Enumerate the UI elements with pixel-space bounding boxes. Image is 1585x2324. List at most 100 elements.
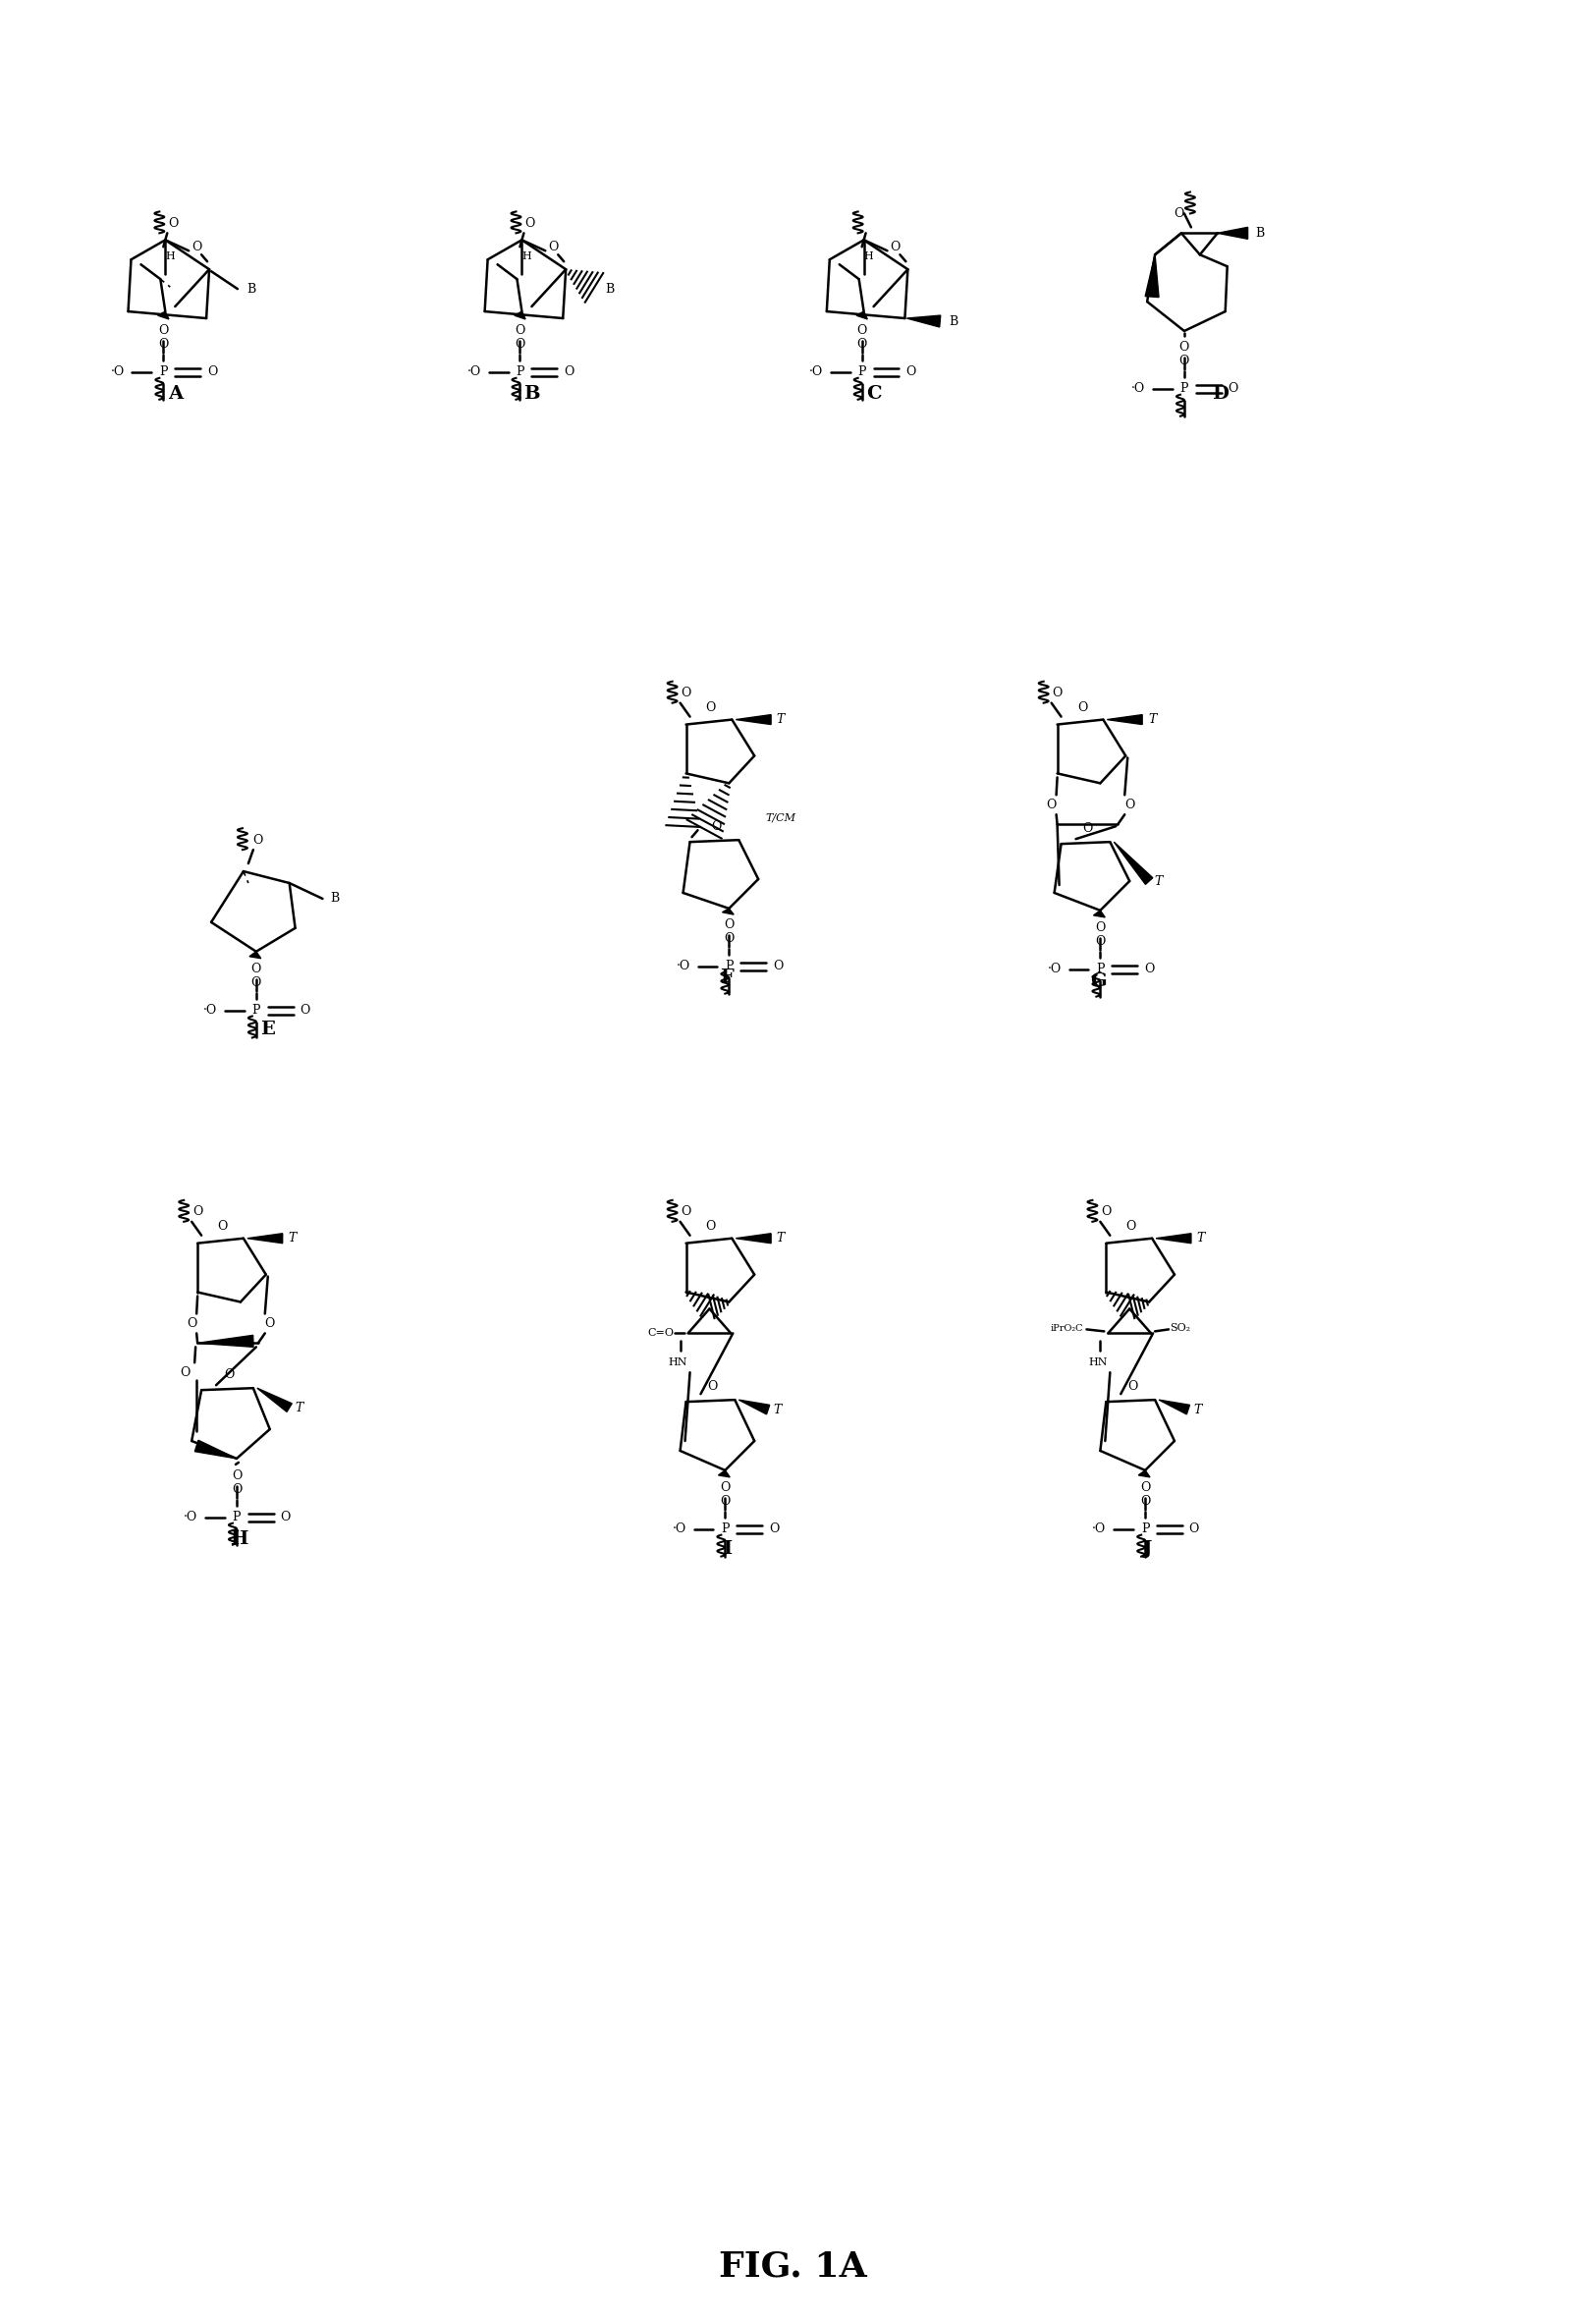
Polygon shape <box>257 1387 292 1413</box>
Polygon shape <box>157 311 168 318</box>
Text: ·O: ·O <box>808 365 823 379</box>
Text: ·O: ·O <box>1130 383 1144 395</box>
Text: O: O <box>769 1522 778 1536</box>
Polygon shape <box>1138 1471 1149 1478</box>
Polygon shape <box>514 311 525 318</box>
Text: B: B <box>1254 228 1263 239</box>
Text: O: O <box>723 918 734 932</box>
Text: O: O <box>254 834 263 846</box>
Text: O: O <box>720 1483 729 1494</box>
Polygon shape <box>739 1399 769 1415</box>
Polygon shape <box>1092 911 1105 918</box>
Text: ·O: ·O <box>1092 1522 1106 1536</box>
Text: O: O <box>1178 342 1189 353</box>
Text: O: O <box>889 239 900 253</box>
Text: O: O <box>1173 207 1182 221</box>
Text: O: O <box>680 688 691 700</box>
Text: ·O: ·O <box>1046 962 1060 976</box>
Text: O: O <box>1189 1522 1198 1536</box>
Text: ·O: ·O <box>672 1522 686 1536</box>
Text: H: H <box>165 251 174 263</box>
Text: O: O <box>223 1369 235 1380</box>
Text: B: B <box>523 386 539 402</box>
Polygon shape <box>856 311 867 318</box>
Text: P: P <box>233 1511 241 1525</box>
Text: O: O <box>905 365 915 379</box>
Text: I: I <box>723 1541 731 1557</box>
Text: T/CM: T/CM <box>766 813 796 823</box>
Polygon shape <box>1106 716 1141 725</box>
Text: H: H <box>230 1529 247 1548</box>
Text: T: T <box>288 1232 296 1246</box>
Text: F: F <box>720 969 734 985</box>
Text: O: O <box>1127 1380 1136 1392</box>
Text: B: B <box>247 284 255 295</box>
Text: O: O <box>1051 688 1062 700</box>
Text: O: O <box>1143 962 1154 976</box>
Text: T: T <box>295 1401 303 1413</box>
Text: P: P <box>1140 1522 1149 1536</box>
Text: O: O <box>1178 356 1189 367</box>
Text: O: O <box>158 339 168 351</box>
Polygon shape <box>735 1234 770 1243</box>
Polygon shape <box>1217 228 1247 239</box>
Text: O: O <box>1095 934 1105 948</box>
Text: ·O: ·O <box>111 365 124 379</box>
Text: P: P <box>1179 383 1187 395</box>
Text: T: T <box>1148 713 1155 725</box>
Polygon shape <box>1159 1399 1189 1415</box>
Polygon shape <box>1155 1234 1190 1243</box>
Text: P: P <box>721 1522 729 1536</box>
Text: O: O <box>300 1004 311 1016</box>
Text: O: O <box>856 325 867 337</box>
Text: O: O <box>525 216 534 230</box>
Text: HN: HN <box>669 1357 688 1367</box>
Text: P: P <box>1095 962 1103 976</box>
Text: O: O <box>680 1206 691 1218</box>
Text: O: O <box>1140 1494 1149 1508</box>
Text: O: O <box>192 239 201 253</box>
Text: D: D <box>1211 386 1228 402</box>
Text: P: P <box>158 365 168 379</box>
Text: P: P <box>857 365 865 379</box>
Text: ·O: ·O <box>466 365 480 379</box>
Polygon shape <box>1113 841 1152 885</box>
Polygon shape <box>718 1471 729 1478</box>
Text: O: O <box>548 239 558 253</box>
Text: O: O <box>1140 1483 1149 1494</box>
Text: ·O: ·O <box>184 1511 198 1525</box>
Text: O: O <box>563 365 574 379</box>
Text: O: O <box>1100 1206 1111 1218</box>
Text: SO₂: SO₂ <box>1170 1322 1190 1334</box>
Polygon shape <box>907 316 940 328</box>
Text: HN: HN <box>1087 1357 1108 1367</box>
Text: O: O <box>1076 702 1087 713</box>
Text: O: O <box>158 325 168 337</box>
Text: iPrO₂C: iPrO₂C <box>1049 1325 1083 1334</box>
Text: E: E <box>260 1020 276 1039</box>
Text: T: T <box>1194 1404 1201 1415</box>
Text: O: O <box>208 365 217 379</box>
Text: O: O <box>1227 383 1238 395</box>
Text: O: O <box>187 1318 197 1329</box>
Text: O: O <box>710 820 721 832</box>
Polygon shape <box>249 951 262 957</box>
Text: O: O <box>772 960 783 974</box>
Text: O: O <box>231 1483 241 1497</box>
Text: O: O <box>265 1318 274 1329</box>
Text: FIG. 1A: FIG. 1A <box>718 2250 865 2282</box>
Text: H: H <box>864 251 873 263</box>
Text: T: T <box>773 1404 781 1415</box>
Text: J: J <box>1141 1541 1151 1557</box>
Text: ·O: ·O <box>203 1004 217 1016</box>
Text: O: O <box>1083 823 1092 834</box>
Polygon shape <box>1144 256 1159 297</box>
Text: G: G <box>1089 971 1106 990</box>
Text: O: O <box>723 932 734 946</box>
Text: T: T <box>777 713 785 725</box>
Polygon shape <box>198 1336 254 1348</box>
Text: P: P <box>252 1004 260 1016</box>
Text: O: O <box>707 1380 716 1392</box>
Text: T: T <box>777 1232 785 1246</box>
Text: O: O <box>856 339 867 351</box>
